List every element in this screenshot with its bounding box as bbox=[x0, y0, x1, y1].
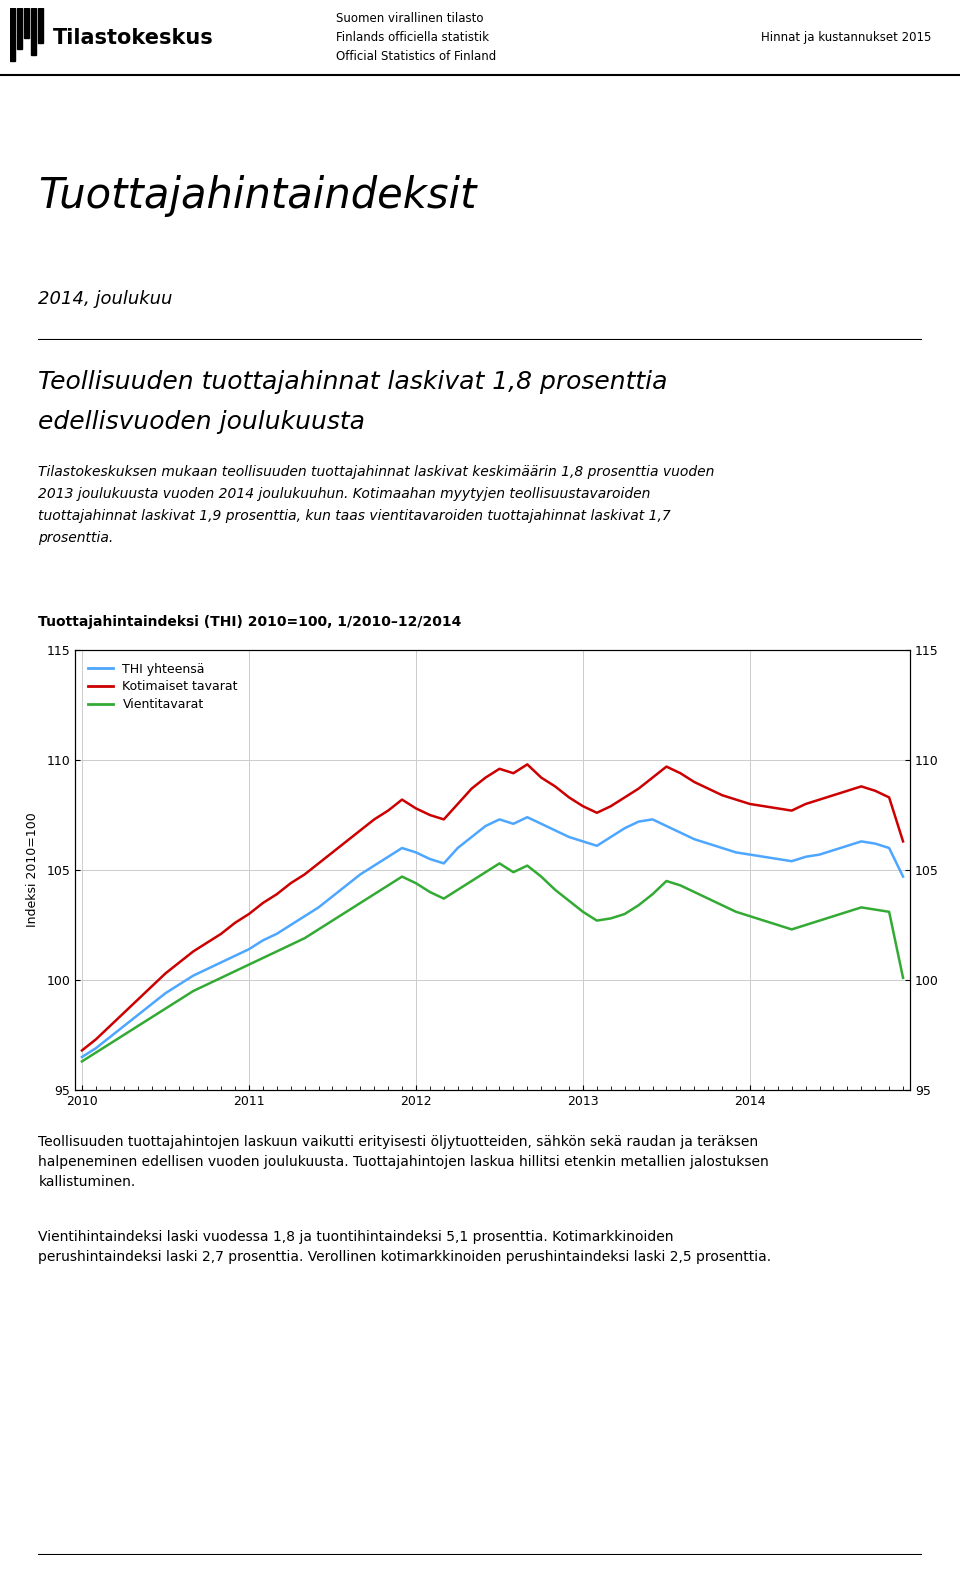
Legend: THI yhteensä, Kotimaiset tavarat, Vientitavarat: THI yhteensä, Kotimaiset tavarat, Vienti… bbox=[82, 656, 244, 718]
Y-axis label: Indeksi 2010=100: Indeksi 2010=100 bbox=[26, 813, 39, 927]
Text: Teollisuuden tuottajahintojen laskuun vaikutti erityisesti öljytuotteiden, sähkö: Teollisuuden tuottajahintojen laskuun va… bbox=[38, 1135, 758, 1149]
Vientitavarat bbox=[493, 854, 505, 873]
Kotimaiset tavarat bbox=[76, 1041, 87, 1060]
Text: Finlands officiella statistik: Finlands officiella statistik bbox=[336, 32, 489, 44]
Vientitavarat bbox=[898, 968, 909, 987]
THI yhteensä bbox=[898, 867, 909, 886]
THI yhteensä bbox=[605, 827, 616, 846]
Vientitavarat bbox=[215, 968, 227, 987]
Vientitavarat bbox=[285, 935, 297, 954]
Text: 2013 joulukuusta vuoden 2014 joulukuuhun. Kotimaahan myytyjen teollisuustavaroid: 2013 joulukuusta vuoden 2014 joulukuuhun… bbox=[38, 487, 651, 501]
Text: tuottajahinnat laskivat 1,9 prosenttia, kun taas vientitavaroiden tuottajahinnat: tuottajahinnat laskivat 1,9 prosenttia, … bbox=[38, 509, 671, 523]
THI yhteensä bbox=[354, 865, 366, 884]
Text: Suomen virallinen tilasto: Suomen virallinen tilasto bbox=[336, 13, 484, 25]
Bar bbox=[24, 8, 29, 38]
Kotimaiset tavarat bbox=[341, 832, 352, 851]
THI yhteensä bbox=[313, 897, 324, 916]
Text: kallistuminen.: kallistuminen. bbox=[38, 1174, 135, 1189]
Text: Teollisuuden tuottajahinnat laskivat 1,8 prosenttia: Teollisuuden tuottajahinnat laskivat 1,8… bbox=[38, 369, 668, 395]
Bar bbox=[31, 8, 36, 55]
THI yhteensä bbox=[285, 916, 297, 935]
Kotimaiset tavarat bbox=[215, 924, 227, 943]
Text: Tilastokeskuksen mukaan teollisuuden tuottajahinnat laskivat keskimäärin 1,8 pro: Tilastokeskuksen mukaan teollisuuden tuo… bbox=[38, 464, 715, 479]
Text: Official Statistics of Finland: Official Statistics of Finland bbox=[336, 49, 496, 63]
Text: Vientihintaindeksi laski vuodessa 1,8 ja tuontihintaindeksi 5,1 prosenttia. Koti: Vientihintaindeksi laski vuodessa 1,8 ja… bbox=[38, 1230, 674, 1244]
Vientitavarat bbox=[313, 919, 324, 938]
Text: Tilastokeskus: Tilastokeskus bbox=[53, 27, 213, 48]
THI yhteensä bbox=[521, 808, 533, 827]
Text: Tuottajahintaindeksi (THI) 2010=100, 1/2010–12/2014: Tuottajahintaindeksi (THI) 2010=100, 1/2… bbox=[38, 615, 462, 629]
Kotimaiset tavarat bbox=[354, 821, 366, 840]
Line: THI yhteensä: THI yhteensä bbox=[82, 818, 903, 1057]
Bar bbox=[11, 8, 15, 62]
Text: Hinnat ja kustannukset 2015: Hinnat ja kustannukset 2015 bbox=[761, 32, 931, 44]
Text: 2014, joulukuu: 2014, joulukuu bbox=[38, 290, 173, 307]
Text: perushintaindeksi laski 2,7 prosenttia. Verollinen kotimarkkinoiden perushintain: perushintaindeksi laski 2,7 prosenttia. … bbox=[38, 1251, 772, 1263]
Vientitavarat bbox=[605, 908, 616, 927]
THI yhteensä bbox=[76, 1048, 87, 1067]
Kotimaiset tavarat bbox=[605, 797, 616, 816]
Kotimaiset tavarat bbox=[521, 754, 533, 773]
Text: halpeneminen edellisen vuoden joulukuusta. Tuottajahintojen laskua hillitsi eten: halpeneminen edellisen vuoden joulukuust… bbox=[38, 1155, 769, 1170]
Line: Kotimaiset tavarat: Kotimaiset tavarat bbox=[82, 764, 903, 1051]
Kotimaiset tavarat bbox=[898, 832, 909, 851]
Bar bbox=[38, 8, 42, 43]
THI yhteensä bbox=[215, 953, 227, 972]
Text: Tuottajahintaindeksit: Tuottajahintaindeksit bbox=[38, 174, 477, 217]
THI yhteensä bbox=[341, 877, 352, 896]
Bar bbox=[17, 8, 22, 49]
Text: edellisvuoden joulukuusta: edellisvuoden joulukuusta bbox=[38, 411, 366, 434]
Vientitavarat bbox=[341, 902, 352, 921]
Vientitavarat bbox=[354, 894, 366, 913]
Kotimaiset tavarat bbox=[285, 873, 297, 892]
Line: Vientitavarat: Vientitavarat bbox=[82, 864, 903, 1062]
Vientitavarat bbox=[76, 1052, 87, 1071]
Text: prosenttia.: prosenttia. bbox=[38, 531, 113, 545]
Kotimaiset tavarat bbox=[313, 854, 324, 873]
